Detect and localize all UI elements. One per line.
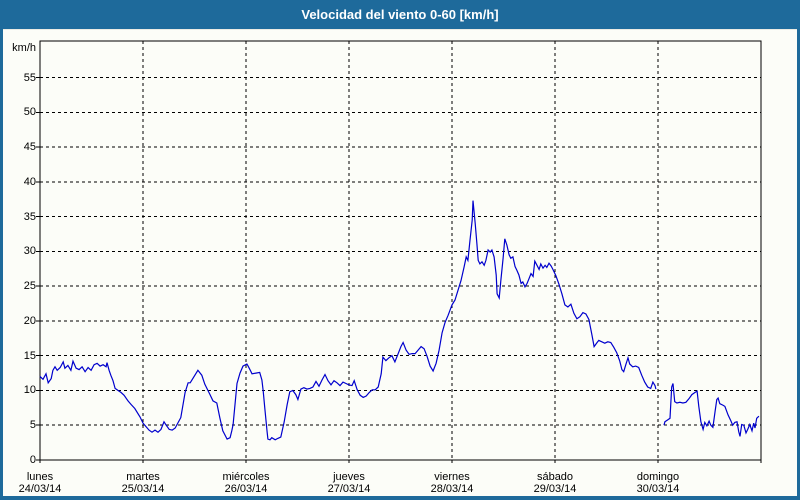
wind-speed-line [663, 383, 760, 437]
plot-border [39, 40, 762, 461]
window-title: Velocidad del viento 0-60 [km/h] [301, 7, 499, 22]
chart-panel: km/h 0 5 10 15 20 25 30 35 40 45 50 55 lunes 24/03/1… [3, 29, 797, 496]
wind-speed-line [39, 200, 657, 441]
y-axis-unit-label: km/h [12, 42, 36, 54]
wind-speed-chart [36, 40, 762, 463]
title-bar: Velocidad del viento 0-60 [km/h] [0, 0, 800, 29]
